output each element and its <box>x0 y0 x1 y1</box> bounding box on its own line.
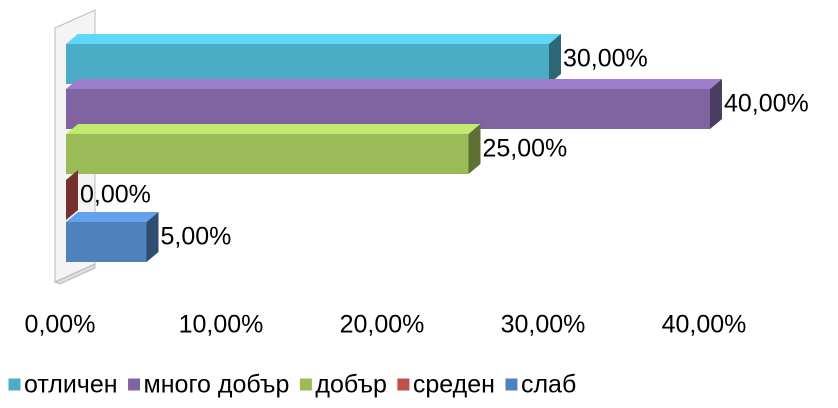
bar-side <box>549 34 561 84</box>
x-tick-label: 40,00% <box>662 311 747 339</box>
bar-side <box>710 79 722 129</box>
value-label: 0,00% <box>80 181 151 209</box>
legend-swatch <box>127 377 142 392</box>
bar-top <box>66 34 561 44</box>
bar-front <box>66 44 549 84</box>
legend-swatch <box>7 377 22 392</box>
x-tick-label: 20,00% <box>340 311 425 339</box>
value-label: 30,00% <box>563 45 648 73</box>
legend-label: много добър <box>144 371 290 399</box>
x-tick-label: 30,00% <box>501 311 586 339</box>
bar-front <box>66 134 469 174</box>
bar-front <box>66 222 147 262</box>
x-tick-label: 10,00% <box>179 311 264 339</box>
value-label: 25,00% <box>483 135 568 163</box>
legend-label: отличен <box>24 371 118 399</box>
value-label: 40,00% <box>724 90 809 118</box>
legend-label: слаб <box>521 371 576 399</box>
floor <box>53 263 96 285</box>
x-tick-label: 0,00% <box>25 311 96 339</box>
legend-swatch <box>504 377 519 392</box>
bar-top <box>66 124 481 134</box>
value-label: 5,00% <box>161 223 232 251</box>
bar-side <box>146 212 159 262</box>
bar-top <box>66 79 722 89</box>
bar-side <box>66 170 78 220</box>
legend-label: добър <box>315 371 387 399</box>
legend-swatch <box>298 377 313 392</box>
bar-front <box>66 89 710 129</box>
legend-label: среден <box>413 371 495 399</box>
legend-swatch <box>396 377 411 392</box>
bar-top <box>66 212 159 222</box>
bar-side <box>468 124 481 174</box>
